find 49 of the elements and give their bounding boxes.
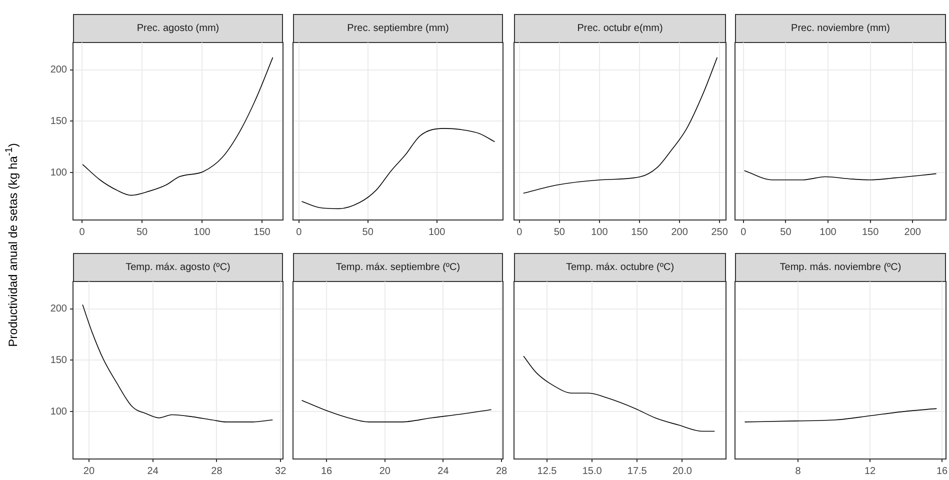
chart-title: Temp. máx. octubre (ºC): [514, 253, 726, 282]
x-tick-label: 12: [864, 466, 876, 477]
chart-title: Temp. máx. agosto (ºC): [73, 253, 283, 282]
x-tick-label: 32: [275, 466, 287, 477]
x-tick-label: 16: [320, 466, 333, 477]
x-tick-label: 50: [780, 226, 792, 238]
chart-title: Prec. noviembre (mm): [735, 14, 946, 43]
chart-title: Prec. septiembre (mm): [293, 14, 503, 43]
y-tick-label: 100: [50, 406, 68, 418]
x-tick-label: 50: [362, 226, 374, 238]
line-series: [82, 304, 274, 422]
chart-title: Prec. octubr e(mm): [514, 14, 726, 43]
y-tick-label: 200: [50, 304, 68, 315]
x-tick-label: 16: [936, 466, 948, 477]
x-tick-label: 100: [428, 226, 446, 238]
x-tick-label: 8: [795, 466, 802, 477]
x-tick-label: 0: [740, 226, 747, 238]
x-tick-label: 0: [79, 226, 86, 238]
chart-title: Prec. agosto (mm): [73, 14, 283, 43]
x-tick-label: 24: [147, 466, 159, 477]
x-tick-label: 12.5: [537, 466, 558, 477]
x-tick-label: 0: [516, 226, 523, 238]
chart-title: Temp. máx. septiembre (ºC): [293, 253, 503, 282]
x-tick-label: 20: [379, 466, 391, 477]
x-tick-label: 28: [211, 466, 223, 477]
x-tick-label: 15.0: [582, 466, 602, 477]
x-tick-label: 28: [496, 466, 508, 477]
x-tick-label: 50: [136, 226, 148, 238]
x-tick-label: 20: [83, 466, 95, 477]
x-tick-label: 150: [862, 226, 880, 238]
x-tick-label: 50: [554, 226, 566, 238]
x-tick-label: 100: [591, 226, 608, 238]
y-tick-label: 100: [50, 167, 68, 178]
x-tick-label: 100: [820, 226, 837, 238]
x-tick-label: 100: [194, 226, 211, 238]
x-tick-label: 20.0: [672, 466, 692, 477]
x-tick-label: 150: [631, 226, 648, 238]
x-tick-label: 24: [438, 466, 450, 477]
x-tick-label: 0: [296, 226, 302, 238]
x-tick-label: 250: [711, 226, 728, 238]
x-tick-label: 200: [671, 226, 688, 238]
line-series: [82, 57, 274, 196]
x-tick-label: 200: [904, 226, 922, 238]
y-tick-label: 150: [50, 116, 68, 127]
y-tick-label: 200: [50, 64, 68, 76]
y-tick-label: 150: [50, 354, 68, 366]
chart-title: Temp. más. noviembre (ºC): [735, 253, 946, 282]
x-tick-label: 17.5: [627, 466, 648, 477]
x-tick-label: 150: [254, 226, 271, 238]
